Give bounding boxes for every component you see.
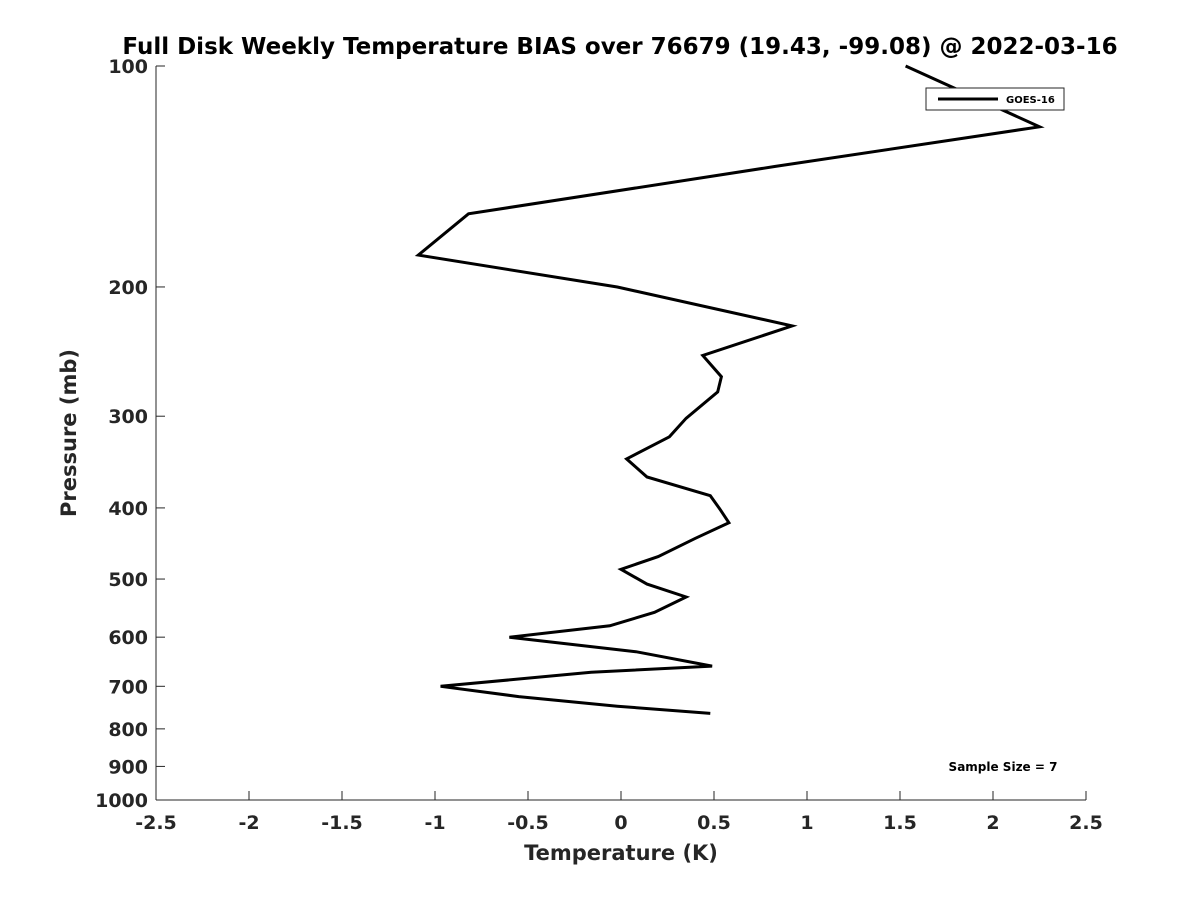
y-tick-label: 900 <box>108 756 148 778</box>
x-tick-label: -1 <box>424 812 445 834</box>
chart-title: Full Disk Weekly Temperature BIAS over 7… <box>122 34 1117 60</box>
y-tick-label: 600 <box>108 627 148 649</box>
legend: GOES-16 <box>925 87 1065 111</box>
x-axis-label: Temperature (K) <box>524 841 718 865</box>
y-tick-label: 400 <box>108 498 148 520</box>
x-tick-label: 0 <box>614 812 627 834</box>
legend-entry-goes-16: GOES-16 <box>1006 95 1055 106</box>
y-tick-label: 700 <box>108 676 148 698</box>
y-axis-label: Pressure (mb) <box>57 349 81 517</box>
series-line-goes-16 <box>414 64 1045 715</box>
y-tick-label: 800 <box>108 719 148 741</box>
y-tick-label: 200 <box>108 277 148 299</box>
y-tick-label: 500 <box>108 569 148 591</box>
y-tick-label: 1000 <box>95 790 148 812</box>
x-tick-label: 1.5 <box>883 812 917 834</box>
y-tick-label: 100 <box>108 56 148 78</box>
x-tick-label: -2 <box>238 812 259 834</box>
x-tick-label: 1 <box>800 812 813 834</box>
x-tick-label: 2 <box>986 812 999 834</box>
series-layer <box>414 64 1045 715</box>
y-axis-ticks: 100 200 300 400 500 600 700 800 900 1000 <box>95 56 165 812</box>
x-tick-label: -2.5 <box>135 812 177 834</box>
y-tick-label: 300 <box>108 406 148 428</box>
x-tick-label: -0.5 <box>507 812 549 834</box>
x-axis-ticks: -2.5 -2 -1.5 -1 -0.5 0 0.5 1 1.5 2 2.5 <box>135 791 1103 834</box>
x-tick-label: 0.5 <box>697 812 731 834</box>
sample-size-annotation: Sample Size = 7 <box>949 760 1058 774</box>
x-tick-label: 2.5 <box>1069 812 1103 834</box>
x-tick-label: -1.5 <box>321 812 363 834</box>
